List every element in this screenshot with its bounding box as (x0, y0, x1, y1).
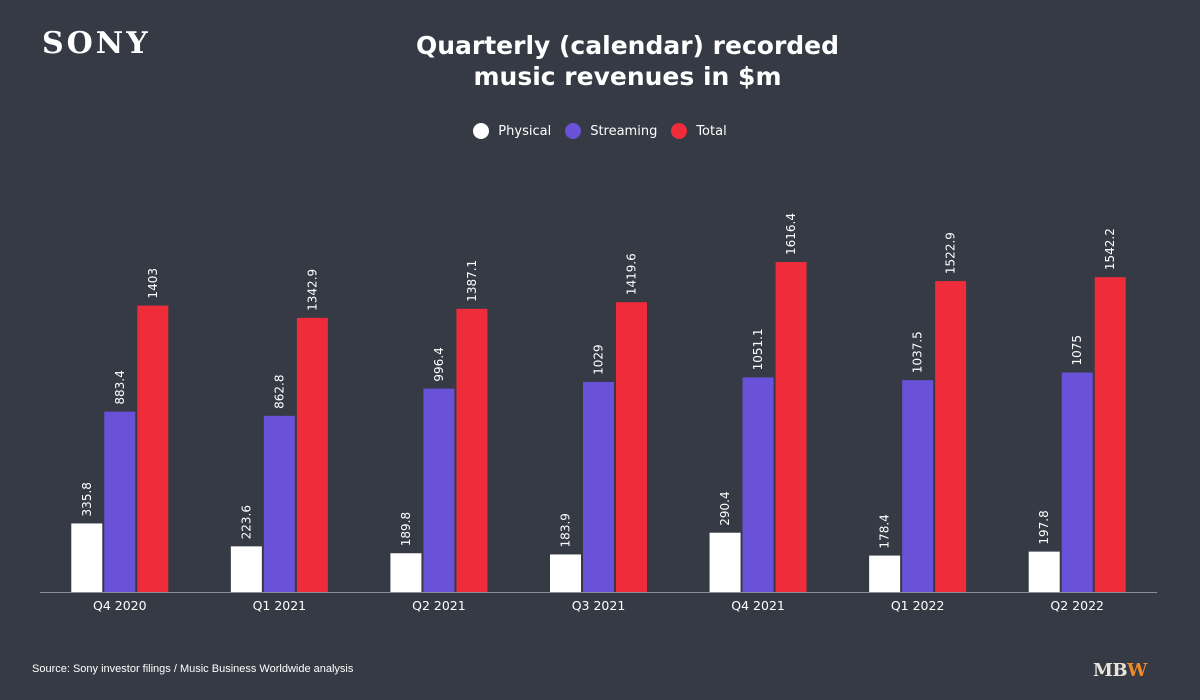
bar-streaming-7 (1061, 372, 1093, 592)
data-label-streaming-2: 862.8 (272, 374, 286, 408)
legend-label-physical: Physical (498, 123, 552, 139)
bar-streaming-6 (902, 380, 934, 592)
data-label-total-3: 1387.1 (465, 260, 479, 302)
data-label-total-5: 1616.4 (784, 213, 798, 255)
x-tick-label-6: Q1 2022 (891, 598, 945, 613)
x-tick-label-1: Q4 2020 (93, 598, 147, 613)
legend-swatch-total (671, 123, 688, 139)
bar-physical-2 (230, 546, 262, 592)
bar-physical-6 (869, 555, 901, 592)
bar-total-5 (775, 262, 807, 592)
bar-physical-3 (390, 553, 422, 592)
data-label-total-1: 1403 (146, 268, 160, 299)
bar-total-3 (456, 308, 488, 592)
bar-streaming-3 (423, 388, 455, 592)
data-label-streaming-3: 996.4 (432, 347, 446, 381)
data-label-streaming-4: 1029 (592, 344, 606, 375)
sony-logo: SONY (42, 26, 151, 61)
bar-streaming-5 (742, 377, 774, 592)
data-label-streaming-1: 883.4 (113, 370, 127, 404)
x-tick-label-3: Q2 2021 (412, 598, 466, 613)
bar-total-2 (296, 317, 328, 592)
mbw-logo-main: MB (1093, 660, 1128, 681)
bar-physical-1 (71, 523, 103, 592)
mbw-logo: MBW (1093, 660, 1147, 681)
data-label-physical-5: 290.4 (718, 491, 732, 525)
legend-swatch-streaming (565, 123, 582, 139)
bar-streaming-1 (104, 411, 136, 592)
x-tick-label-7: Q2 2022 (1050, 598, 1104, 613)
legend-item-streaming: Streaming (565, 123, 657, 139)
data-label-streaming-6: 1037.5 (911, 331, 925, 373)
bar-physical-7 (1028, 551, 1060, 592)
data-label-total-2: 1342.9 (305, 269, 319, 311)
bar-streaming-2 (263, 415, 295, 592)
data-label-physical-7: 197.8 (1037, 510, 1051, 544)
source-note: Source: Sony investor filings / Music Bu… (32, 663, 354, 675)
data-label-physical-3: 189.8 (399, 512, 413, 546)
legend-label-total: Total (696, 123, 727, 139)
data-label-streaming-5: 1051.1 (751, 328, 765, 370)
legend-item-physical: Physical (473, 123, 551, 139)
data-label-physical-6: 178.4 (878, 514, 892, 548)
bar-physical-4 (550, 554, 581, 592)
data-label-physical-2: 223.6 (239, 505, 253, 539)
data-label-total-7: 1542.2 (1103, 228, 1117, 270)
x-tick-label-5: Q4 2021 (731, 598, 785, 613)
data-label-total-6: 1522.9 (944, 232, 958, 274)
chart-title-line-1: Quarterly (calendar) recorded (415, 31, 840, 60)
legend-item-total: Total (671, 123, 727, 139)
legend-label-streaming: Streaming (590, 123, 658, 139)
bar-total-6 (935, 281, 967, 592)
x-tick-label-2: Q1 2021 (253, 598, 307, 613)
data-label-physical-1: 335.8 (80, 482, 94, 516)
bar-physical-5 (709, 532, 741, 592)
data-label-total-4: 1419.6 (625, 253, 639, 295)
data-label-streaming-7: 1075 (1070, 335, 1084, 366)
data-label-physical-4: 183.9 (559, 513, 573, 547)
chart-title: Quarterly (calendar) recorded music reve… (300, 30, 955, 92)
chart-title-line-2: music revenues in $m (473, 62, 782, 91)
chart-legend: Physical Streaming Total (0, 123, 1200, 139)
bar-streaming-4 (583, 381, 614, 592)
mbw-logo-accent: W (1127, 660, 1147, 681)
bar-total-4 (616, 302, 647, 592)
bar-total-1 (137, 305, 169, 592)
legend-swatch-physical (473, 123, 490, 139)
x-tick-label-4: Q3 2021 (572, 598, 626, 613)
bar-total-7 (1094, 277, 1126, 592)
